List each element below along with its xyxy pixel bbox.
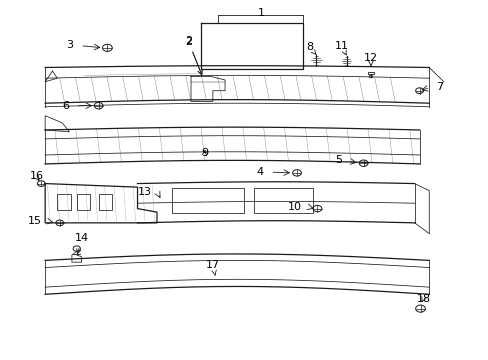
Text: 18: 18 (415, 294, 429, 303)
Text: 11: 11 (334, 41, 348, 55)
Text: 4: 4 (256, 167, 264, 177)
Text: 2: 2 (184, 36, 202, 75)
Text: 15: 15 (28, 216, 41, 226)
Text: 9: 9 (201, 148, 208, 158)
Text: 14: 14 (74, 233, 88, 253)
Text: 3: 3 (66, 40, 73, 50)
Text: 6: 6 (62, 101, 69, 111)
Bar (77, 194, 90, 210)
Text: 8: 8 (305, 42, 315, 54)
Text: 2: 2 (184, 37, 202, 75)
Text: 13: 13 (138, 187, 152, 197)
Text: 7: 7 (436, 82, 443, 92)
Bar (171, 188, 244, 213)
Text: 17: 17 (205, 260, 220, 275)
Bar (99, 194, 112, 210)
Bar (254, 188, 312, 213)
Text: 1: 1 (258, 8, 264, 18)
Text: 5: 5 (334, 156, 341, 165)
Bar (57, 194, 71, 210)
Text: 16: 16 (29, 171, 43, 181)
Bar (367, 72, 373, 74)
Text: 10: 10 (287, 202, 301, 212)
Text: 12: 12 (363, 53, 377, 63)
